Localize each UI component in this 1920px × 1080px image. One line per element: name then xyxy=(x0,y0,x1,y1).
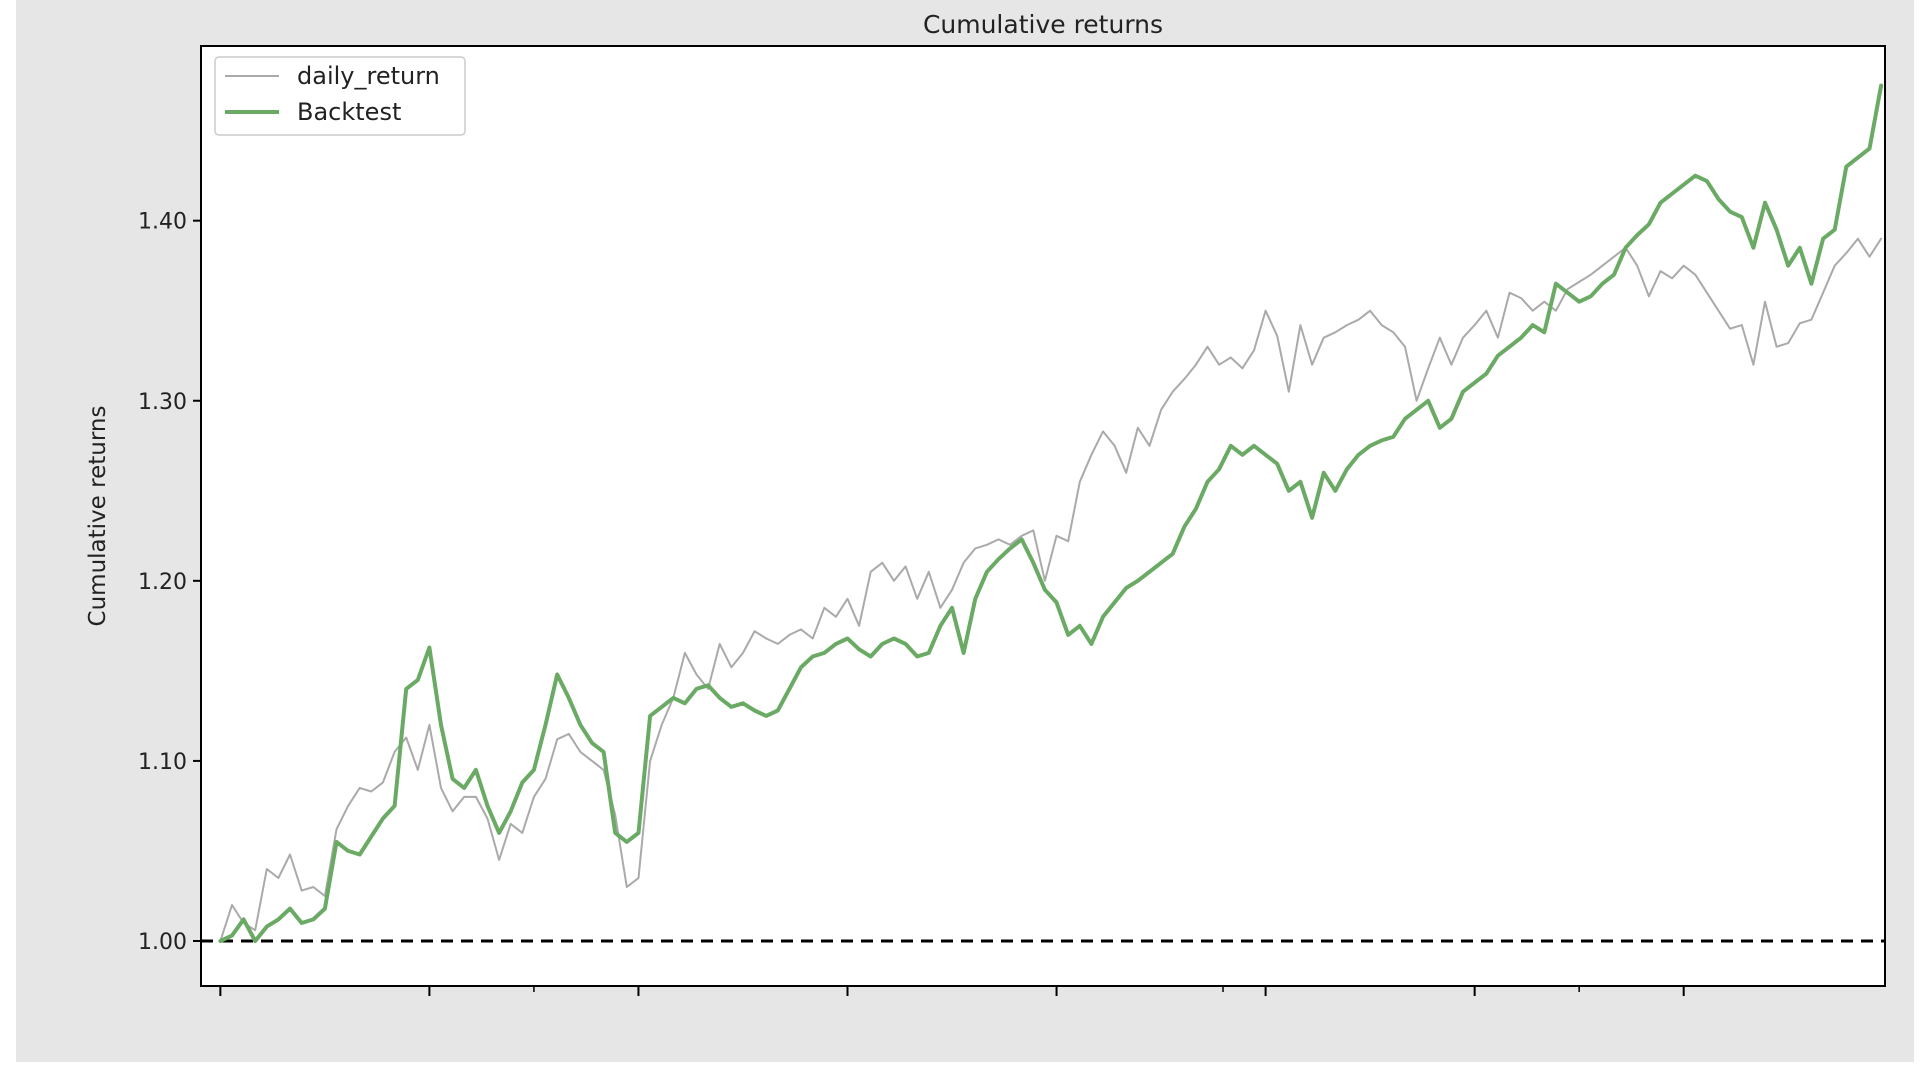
plot-area xyxy=(201,46,1885,986)
plot-frame xyxy=(200,45,1886,987)
y-axis-label: Cumulative returns xyxy=(85,406,111,627)
y-tick-label: 1.40 xyxy=(138,210,187,235)
y-tick-label: 1.10 xyxy=(138,750,187,775)
x-axis xyxy=(219,986,1685,996)
legend: daily_return Backtest xyxy=(214,56,466,136)
legend-label-backtest: Backtest xyxy=(297,98,401,126)
legend-label-daily-return: daily_return xyxy=(297,62,440,90)
y-axis: 1.00 1.10 1.20 1.30 1.40 xyxy=(138,210,201,955)
series-layer xyxy=(218,83,1884,943)
y-tick-label: 1.00 xyxy=(138,930,187,955)
series-line-backtest xyxy=(218,83,1884,943)
y-tick-label: 1.30 xyxy=(138,390,187,415)
chart-title: Cumulative returns xyxy=(923,10,1163,39)
y-tick-label: 1.20 xyxy=(138,570,187,595)
series-line-daily-return xyxy=(219,237,1883,942)
